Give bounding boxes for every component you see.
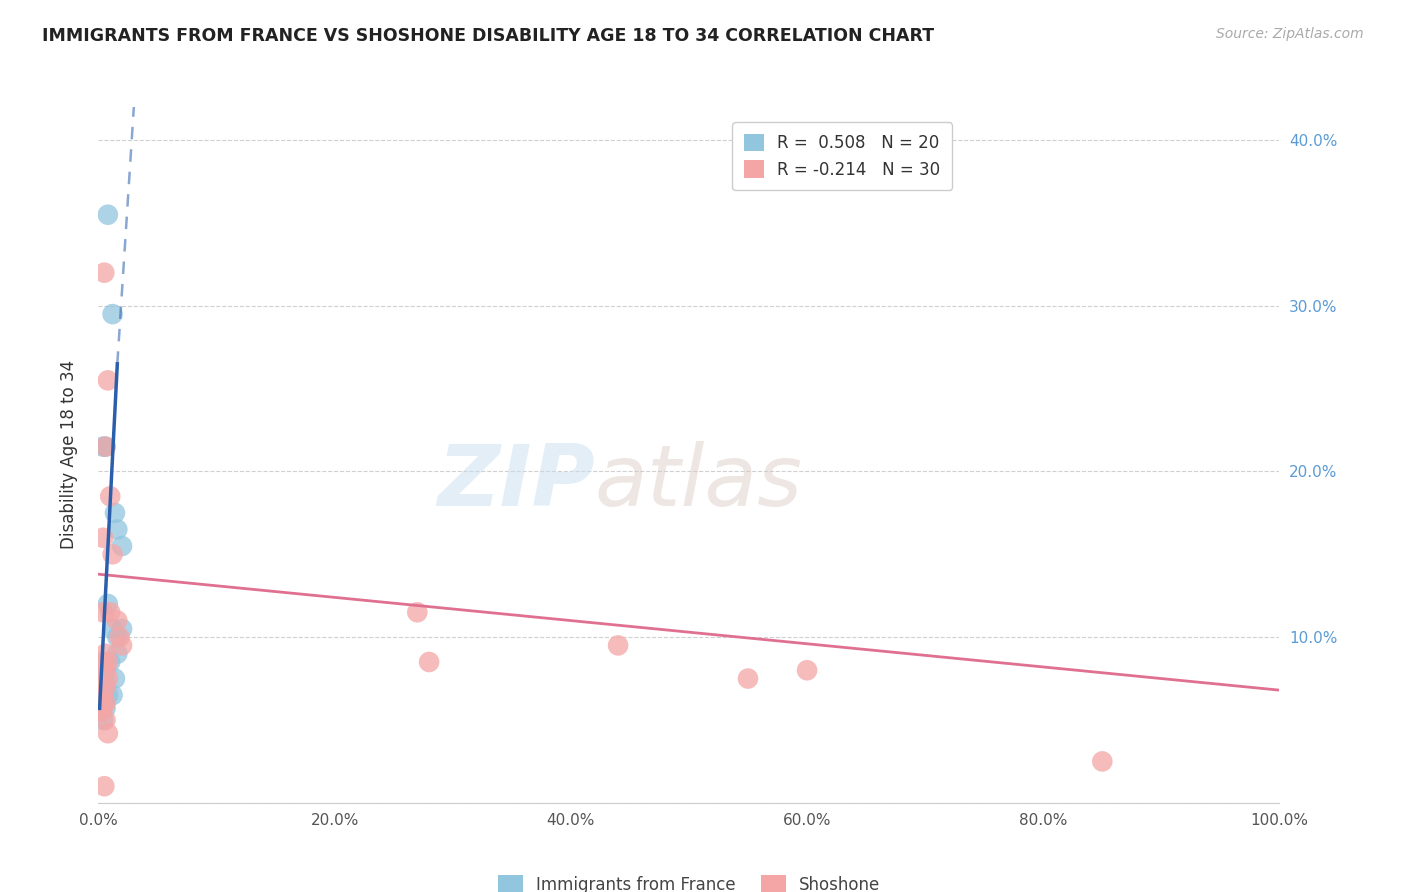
Point <box>406 605 429 619</box>
Point <box>97 688 120 702</box>
Point <box>98 605 121 619</box>
Point <box>737 672 759 686</box>
Point <box>91 672 114 686</box>
Point <box>101 688 124 702</box>
Point <box>97 373 120 387</box>
Point <box>97 726 120 740</box>
Point <box>94 680 117 694</box>
Point <box>94 701 117 715</box>
Text: ZIP: ZIP <box>437 442 595 524</box>
Point <box>104 506 127 520</box>
Text: IMMIGRANTS FROM FRANCE VS SHOSHONE DISABILITY AGE 18 TO 34 CORRELATION CHART: IMMIGRANTS FROM FRANCE VS SHOSHONE DISAB… <box>42 27 935 45</box>
Point <box>97 655 120 669</box>
Point <box>111 639 134 653</box>
Point <box>91 440 114 454</box>
Point <box>94 647 117 661</box>
Point <box>101 547 124 561</box>
Point <box>94 697 117 711</box>
Point <box>105 647 128 661</box>
Point <box>796 663 818 677</box>
Point <box>104 672 127 686</box>
Point <box>105 614 128 628</box>
Point <box>93 266 115 280</box>
Point <box>91 605 114 619</box>
Point <box>97 672 120 686</box>
Point <box>98 655 121 669</box>
Point <box>111 539 134 553</box>
Point <box>97 208 120 222</box>
Point <box>91 713 114 727</box>
Point <box>105 630 128 644</box>
Point <box>94 663 117 677</box>
Point <box>94 440 117 454</box>
Point <box>91 705 114 719</box>
Point <box>607 639 630 653</box>
Point <box>94 663 117 677</box>
Point <box>418 655 440 669</box>
Point <box>94 713 117 727</box>
Point <box>108 630 131 644</box>
Point <box>94 440 117 454</box>
Point <box>101 622 124 636</box>
Point <box>111 622 134 636</box>
Point <box>105 523 128 537</box>
Point <box>98 489 121 503</box>
Text: atlas: atlas <box>595 442 803 524</box>
Y-axis label: Disability Age 18 to 34: Disability Age 18 to 34 <box>59 360 77 549</box>
Point <box>101 307 124 321</box>
Point <box>91 688 114 702</box>
Point <box>1091 755 1114 769</box>
Text: Source: ZipAtlas.com: Source: ZipAtlas.com <box>1216 27 1364 41</box>
Legend: Immigrants from France, Shoshone: Immigrants from France, Shoshone <box>489 867 889 892</box>
Point <box>91 531 114 545</box>
Point <box>91 655 114 669</box>
Point <box>91 699 114 714</box>
Point <box>97 597 120 611</box>
Point <box>93 779 115 793</box>
